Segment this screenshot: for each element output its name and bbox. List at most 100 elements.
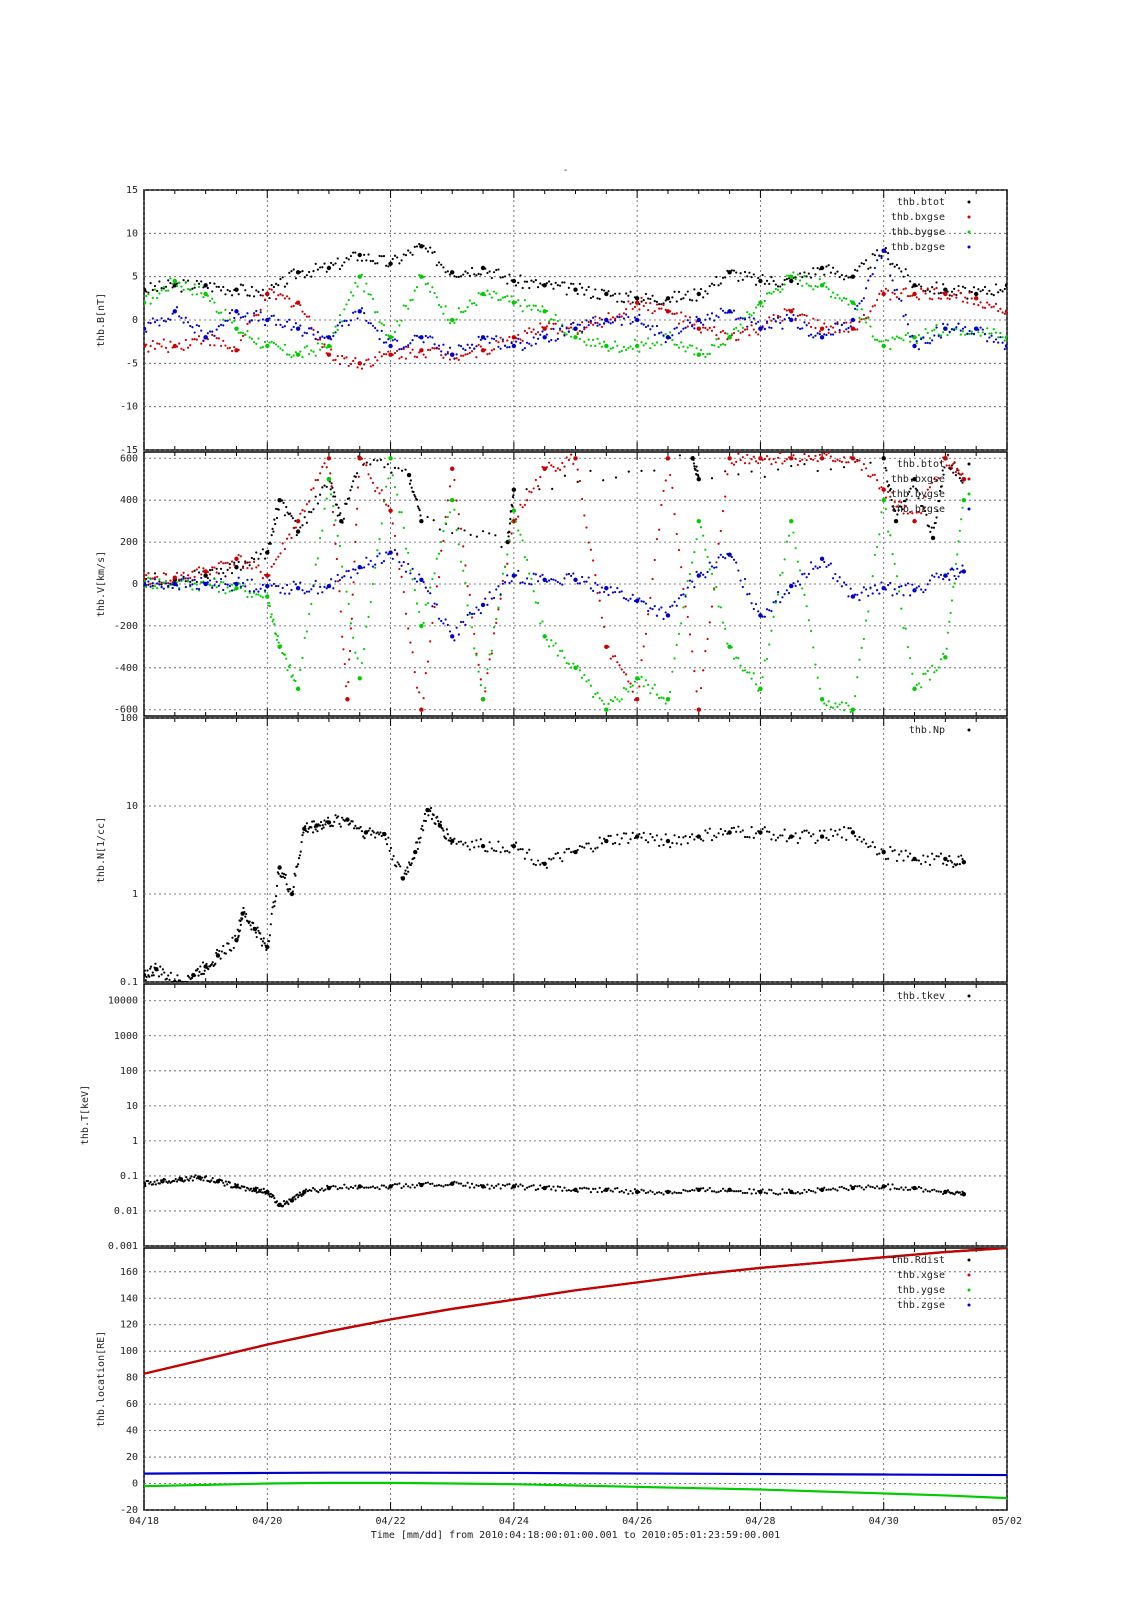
trace-point-thb.bzgse [563,577,566,580]
trace-point-thb.tkev [154,1183,157,1186]
trace-point-thb.btot [294,277,298,280]
trace-point-thb.bygse [664,332,667,336]
trace-point-thb.btot [397,467,400,470]
trace-point-thb.bxgse [255,566,258,569]
trace-point-thb.Np [889,845,892,849]
trace-point-thb.bzgse [230,308,234,312]
trace-point-thb.bzgse [446,623,449,627]
trace-point-thb.bzgse [805,576,808,579]
trace-point-thb.bzgse [946,572,950,575]
trace-point-thb.bxgse [305,503,309,506]
trace-point-thb.bzgse [213,334,216,337]
trace-point-thb.bxgse [669,310,672,313]
trace-point-thb.btot [354,251,357,254]
trace-point-thb.tkev [282,1204,285,1207]
trace-point-thb.bxgse [933,288,936,291]
trace-point-thb.bxgse [462,354,465,357]
trace-point-thb.bygse [988,332,991,335]
trace-point-thb.bygse [979,334,982,337]
trace-point-thb.bxgse [618,664,621,667]
trace-point-thb.bzgse [691,325,694,328]
trace-point-thb.bxgse [541,465,544,469]
trace-point-thb.bygse [960,518,963,521]
trace-point-thb.bxgse [294,302,298,305]
trace-point-thb.bzgse [609,586,612,589]
trace-point-thb.Np [210,963,213,966]
trace-point-thb.tkev [308,1188,311,1192]
trace-point-thb.bygse [677,632,681,635]
trace-point-thb.bygse [283,653,286,656]
trace-point-thb.Np [726,832,729,835]
trace-point-thb.bxgse [721,509,725,513]
trace-point-thb.Np [812,833,815,836]
data-point-thb.bzgse [357,565,362,570]
trace-point-thb.bxgse [748,334,751,337]
trace-point-thb.bzgse [519,581,522,584]
trace-point-thb.bzgse [598,323,601,326]
trace-point-thb.Np [935,855,938,858]
trace-point-thb.bxgse [816,459,819,463]
trace-point-thb.bygse [956,553,959,556]
trace-point-thb.btot [990,293,993,296]
trace-point-thb.bzgse [398,561,401,564]
data-point-thb.bzgse [1004,343,1007,349]
data-point-thb.tkev [480,1184,486,1189]
trace-point-thb.btot [437,261,441,264]
trace-point-thb.bxgse [834,460,837,463]
data-point-thb.bzgse [819,556,825,562]
trace-point-thb.bxgse [257,313,260,317]
trace-point-thb.bxgse [237,348,240,352]
trace-point-thb.bzgse [437,617,441,620]
trace-point-thb.bzgse [677,597,681,600]
trace-point-thb.btot [883,457,886,460]
trace-point-thb.tkev [960,1193,963,1196]
trace-point-thb.bxgse [770,319,773,322]
trace-point-thb.btot [713,283,716,287]
trace-point-thb.bxgse [184,577,187,580]
trace-point-thb.bxgse [970,297,973,300]
trace-point-thb.btot [222,571,225,575]
trace-point-thb.bzgse [997,341,1000,344]
trace-point-thb.bzgse [627,599,630,602]
trace-point-thb.bygse [807,284,810,287]
trace-point-thb.bzgse [986,340,989,343]
trace-point-thb.bzgse [763,615,766,618]
trace-point-thb.bzgse [470,612,474,616]
trace-point-thb.btot [924,509,927,513]
trace-point-thb.btot [890,498,893,502]
trace-point-thb.bygse [578,669,582,672]
trace-point-thb.bygse [849,299,852,303]
x-tick-label: 04/18 [129,1516,159,1527]
trace-point-thb.bzgse [200,576,203,580]
trace-point-thb.bygse [651,342,654,345]
trace-point-thb.bygse [647,337,650,340]
trace-point-thb.bygse [330,345,333,348]
trace-point-thb.tkev [338,1186,342,1190]
trace-point-thb.bzgse [418,573,421,576]
trace-point-thb.btot [356,259,359,262]
trace-point-thb.btot [970,290,973,294]
trace-point-thb.bxgse [215,337,218,340]
trace-point-thb.Np [640,836,643,839]
trace-point-thb.bzgse [662,617,665,621]
trace-point-thb.bxgse [413,671,416,674]
trace-point-thb.bxgse [981,306,984,309]
trace-point-thb.bzgse [464,623,467,626]
trace-point-thb.bzgse [647,324,650,327]
trace-point-thb.bygse [446,515,449,519]
trace-point-thb.bzgse [748,316,751,319]
trace-point-thb.Np [179,979,182,982]
trace-point-thb.bzgse [794,317,797,320]
trace-point-thb.Np [293,872,296,875]
trace-point-thb.tkev [818,1188,821,1191]
trace-point-thb.Np [556,851,559,855]
trace-point-thb.bzgse [924,588,927,591]
trace-point-thb.btot [321,486,324,489]
trace-point-thb.bzgse [823,333,826,336]
trace-point-thb.Np [299,850,302,853]
trace-point-thb.btot [876,249,879,252]
trace-point-thb.Np [873,845,877,849]
trace-point-thb.Np [622,832,626,835]
trace-point-thb.btot [376,459,379,462]
trace-point-thb.bzgse [618,591,621,594]
